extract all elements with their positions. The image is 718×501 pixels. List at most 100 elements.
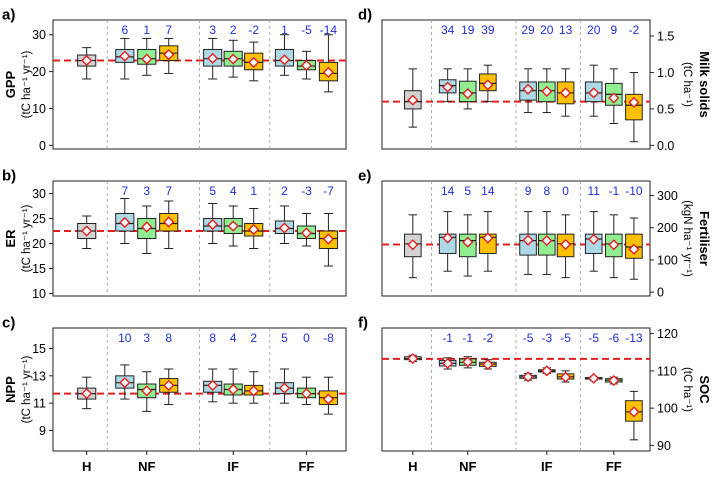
mean-marker bbox=[541, 85, 553, 98]
change-label: -13 bbox=[625, 331, 643, 345]
mean-marker bbox=[248, 385, 260, 397]
y-tick-label: 9 bbox=[39, 424, 46, 438]
y-tick-label: 25 bbox=[32, 212, 46, 226]
change-label: 10 bbox=[118, 331, 132, 345]
mean-marker bbox=[462, 236, 474, 248]
x-group-label: FF bbox=[606, 459, 622, 474]
change-label: 7 bbox=[165, 23, 172, 37]
x-group-label: FF bbox=[298, 459, 314, 474]
mean-marker bbox=[141, 385, 153, 397]
mean-marker bbox=[559, 87, 572, 99]
change-label: 39 bbox=[481, 23, 495, 37]
mean-marker bbox=[442, 81, 454, 93]
x-group-label: H bbox=[82, 459, 91, 474]
change-label: 8 bbox=[543, 184, 550, 198]
y-tick-label: 0.5 bbox=[657, 102, 674, 116]
change-label: 29 bbox=[521, 23, 535, 37]
y-tick-label: 20 bbox=[32, 65, 46, 79]
change-label: -7 bbox=[323, 184, 334, 198]
change-label: -14 bbox=[320, 23, 338, 37]
mean-marker bbox=[163, 49, 175, 61]
mean-marker bbox=[248, 56, 260, 68]
mean-marker bbox=[163, 379, 175, 391]
mean-marker bbox=[300, 388, 313, 400]
change-label: 2 bbox=[250, 331, 257, 345]
mean-marker bbox=[407, 352, 419, 365]
mean-marker bbox=[322, 393, 335, 405]
mean-marker bbox=[462, 88, 474, 100]
mean-marker bbox=[141, 53, 153, 65]
change-label: -1 bbox=[608, 184, 619, 198]
mean-marker bbox=[608, 92, 620, 104]
mean-marker bbox=[207, 218, 219, 231]
y-tick-label: 30 bbox=[32, 187, 46, 201]
mean-marker bbox=[628, 96, 640, 108]
change-label: 19 bbox=[461, 23, 475, 37]
y-axis-unit: (kgN ha⁻¹ yr⁻¹) bbox=[681, 200, 693, 277]
mean-marker bbox=[482, 232, 494, 244]
change-label: -1 bbox=[462, 331, 473, 345]
change-label: 3 bbox=[143, 331, 150, 345]
mean-marker bbox=[407, 94, 419, 106]
mean-marker bbox=[278, 54, 291, 66]
mean-marker bbox=[522, 371, 534, 383]
change-label: 7 bbox=[165, 184, 172, 198]
panel-letter-e: e) bbox=[358, 168, 371, 185]
mean-marker bbox=[119, 50, 131, 62]
change-label: 34 bbox=[441, 23, 455, 37]
change-label: 11 bbox=[587, 184, 600, 198]
change-label: 3 bbox=[209, 23, 216, 37]
change-label: 5 bbox=[281, 331, 288, 345]
mean-marker bbox=[119, 377, 131, 389]
x-group-label: NF bbox=[459, 459, 476, 474]
y-tick-label: 15 bbox=[32, 342, 46, 356]
y-tick-label: 30 bbox=[32, 28, 46, 42]
mean-marker bbox=[119, 216, 131, 229]
panel-letter-b: b) bbox=[2, 168, 16, 185]
change-label: 0 bbox=[303, 331, 310, 345]
y-axis-label: ER bbox=[3, 229, 18, 248]
change-label: 4 bbox=[230, 184, 237, 198]
mean-marker bbox=[522, 83, 534, 95]
mean-marker bbox=[541, 365, 553, 377]
mean-marker bbox=[559, 238, 572, 251]
mean-marker bbox=[628, 243, 640, 255]
y-axis-label: NPP bbox=[3, 376, 18, 403]
mean-marker bbox=[207, 52, 219, 64]
mean-marker bbox=[227, 53, 239, 65]
change-label: 3 bbox=[143, 184, 150, 198]
change-label: -6 bbox=[608, 331, 619, 345]
change-label: 5 bbox=[209, 184, 216, 198]
mean-marker bbox=[522, 234, 534, 246]
change-label: 0 bbox=[562, 184, 569, 198]
panel-letter-f: f) bbox=[358, 315, 368, 332]
mean-marker bbox=[462, 356, 474, 368]
y-tick-label: 15 bbox=[32, 262, 46, 276]
mean-marker bbox=[482, 79, 494, 91]
change-label: 9 bbox=[610, 23, 617, 37]
mean-marker bbox=[482, 358, 494, 371]
y-axis-label: Milk solids bbox=[697, 51, 712, 117]
y-axis-unit: (tC ha⁻¹ yr⁻¹) bbox=[21, 355, 33, 423]
y-axis-unit: (tC ha⁻¹) bbox=[681, 62, 693, 107]
y-tick-label: 20 bbox=[32, 237, 46, 251]
y-tick-label: 110 bbox=[657, 364, 677, 378]
y-axis-label: Fertiliser bbox=[697, 211, 712, 266]
mean-marker bbox=[608, 374, 620, 387]
panel-letter-c: c) bbox=[2, 315, 15, 332]
mean-marker bbox=[163, 216, 175, 228]
y-tick-label: 11 bbox=[33, 397, 46, 411]
mean-marker bbox=[81, 388, 93, 400]
change-label: 20 bbox=[587, 23, 601, 37]
y-tick-label: 120 bbox=[657, 327, 678, 341]
change-label: 1 bbox=[281, 23, 288, 37]
y-tick-label: 100 bbox=[657, 402, 678, 416]
change-label: -3 bbox=[541, 331, 552, 345]
y-axis-unit: (tC ha⁻¹ yr⁻¹) bbox=[21, 50, 33, 118]
mean-marker bbox=[442, 232, 454, 244]
y-tick-label: 90 bbox=[657, 439, 671, 453]
mean-marker bbox=[300, 227, 313, 239]
mean-marker bbox=[407, 239, 419, 251]
mean-marker bbox=[300, 59, 313, 71]
